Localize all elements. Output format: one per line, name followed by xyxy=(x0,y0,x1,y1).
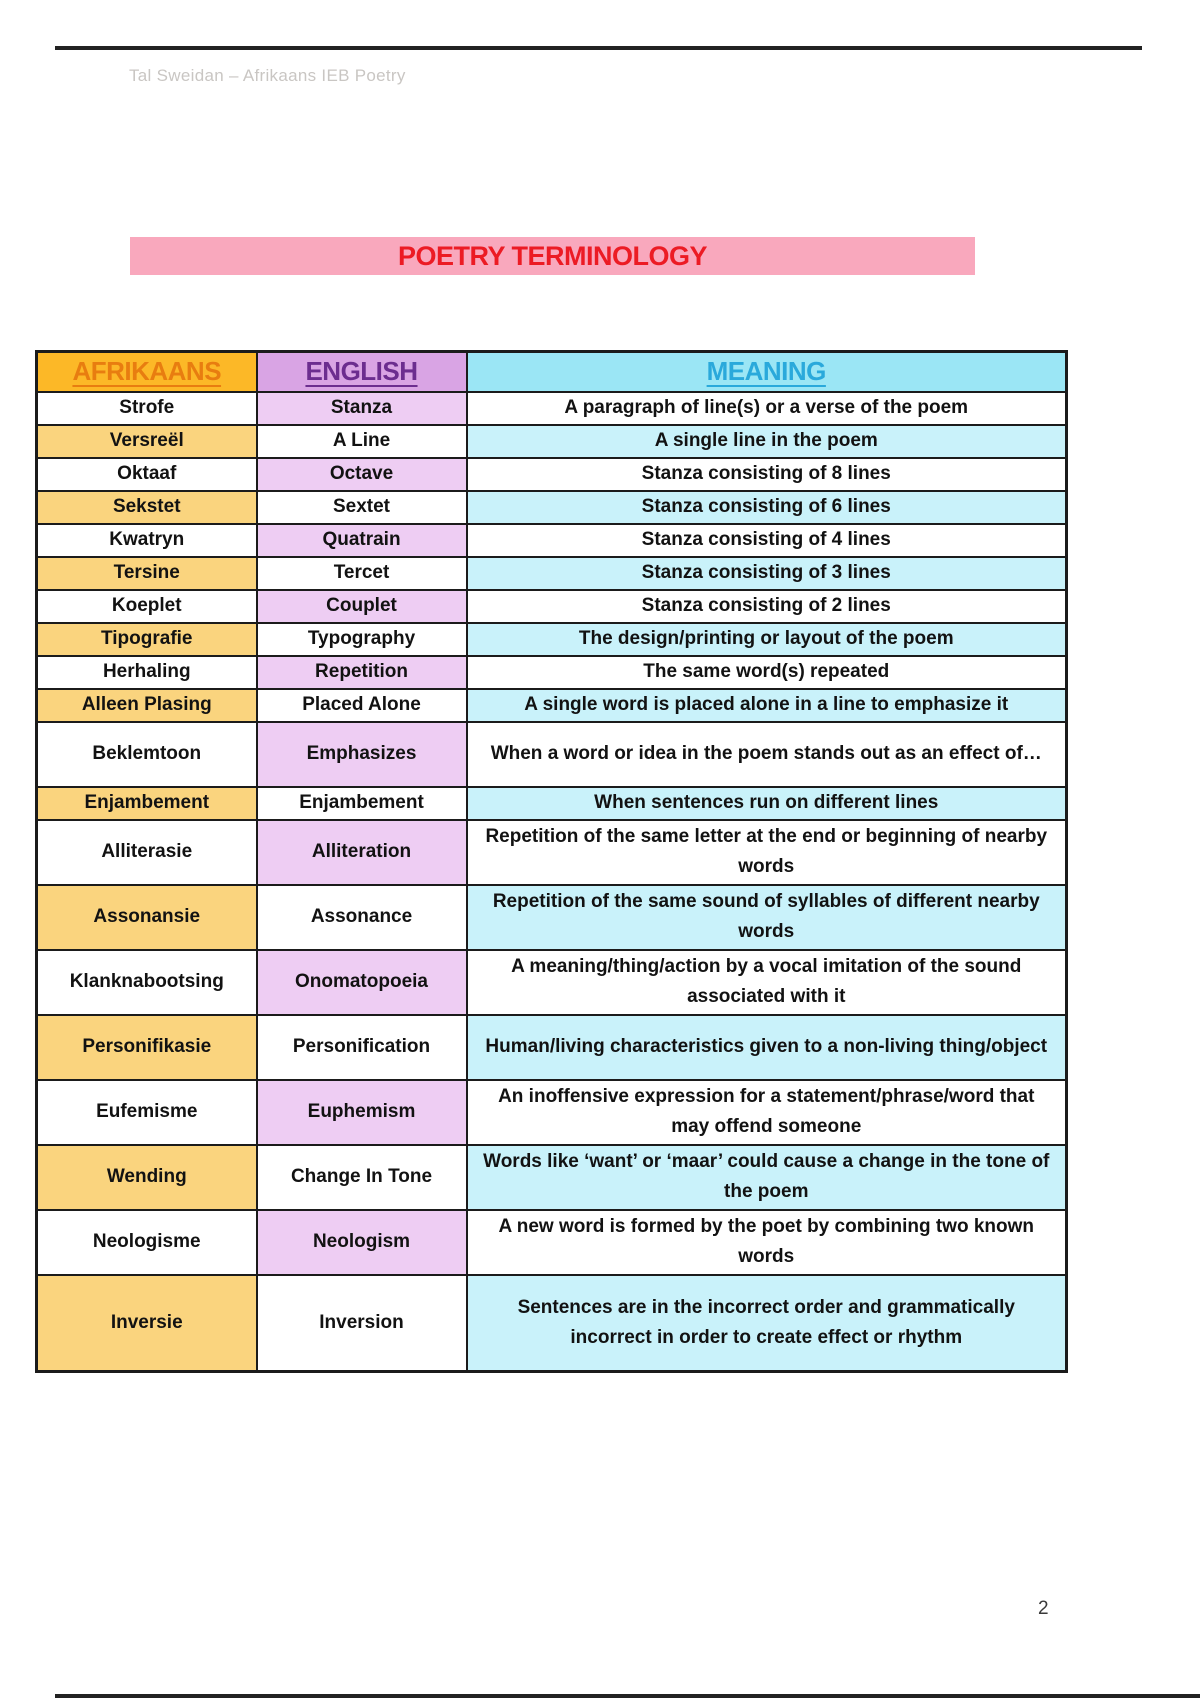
cell-afrikaans: Wending xyxy=(35,1143,258,1211)
table-row: Tipografie Typography The design/printing … xyxy=(35,621,1068,657)
cell-afrikaans: Tipografie xyxy=(35,621,258,657)
page-title: POETRY TERMINOLOGY xyxy=(397,240,708,271)
cell-afrikaans: Klanknabootsing xyxy=(35,948,258,1016)
table-row: Beklemtoon Emphasizes When a word or idea … xyxy=(35,720,1068,788)
cell-english: Placed Alone xyxy=(255,687,468,723)
top-rule xyxy=(55,46,1142,50)
cell-meaning: Stanza consisting of 4 lines xyxy=(465,522,1068,558)
cell-afrikaans: Personifikasie xyxy=(35,1013,258,1081)
cell-english: Inversion xyxy=(255,1273,468,1373)
cell-afrikaans: Koeplet xyxy=(35,588,258,624)
cell-meaning: Repetition of the same letter at the end… xyxy=(465,818,1068,886)
cell-english: Quatrain xyxy=(255,522,468,558)
cell-english: Alliteration xyxy=(255,818,468,886)
table-row: Eufemisme Euphemism An inoffensive express… xyxy=(35,1078,1068,1146)
cell-english: Assonance xyxy=(255,883,468,951)
table-body: Strofe Stanza A paragraph of line(s) or a … xyxy=(35,390,1068,1373)
cell-english: Enjambement xyxy=(255,785,468,821)
table-row: Versreël A Line A single line in the poem xyxy=(35,423,1068,459)
header-row: AFRIKAANS ENGLISH MEANING xyxy=(35,350,1068,393)
cell-afrikaans: Beklemtoon xyxy=(35,720,258,788)
terminology-table: AFRIKAANS ENGLISH MEANING Strofe Stanza A … xyxy=(35,350,1068,1373)
cell-english: Tercet xyxy=(255,555,468,591)
cell-meaning: When sentences run on different lines xyxy=(465,785,1068,821)
header-note: Tal Sweidan – Afrikaans IEB Poetry xyxy=(129,66,406,85)
column-header-afrikaans-label: AFRIKAANS xyxy=(72,356,222,387)
cell-meaning: A new word is formed by the poet by comb… xyxy=(465,1208,1068,1276)
cell-meaning: Stanza consisting of 6 lines xyxy=(465,489,1068,525)
cell-english: Sextet xyxy=(255,489,468,525)
cell-afrikaans: Sekstet xyxy=(35,489,258,525)
page-number: 2 xyxy=(1038,1598,1049,1619)
table-row: Herhaling Repetition The same word(s) repe… xyxy=(35,654,1068,690)
cell-afrikaans: Kwatryn xyxy=(35,522,258,558)
column-header-english-label: ENGLISH xyxy=(305,356,418,387)
table-row: Assonansie Assonance Repetition of the sam… xyxy=(35,883,1068,951)
column-header-english: ENGLISH xyxy=(255,350,468,393)
cell-afrikaans: Eufemisme xyxy=(35,1078,258,1146)
cell-meaning: A single word is placed alone in a line … xyxy=(465,687,1068,723)
table-row: Neologisme Neologism A new word is formed … xyxy=(35,1208,1068,1276)
table-row: Strofe Stanza A paragraph of line(s) or a … xyxy=(35,390,1068,426)
cell-english: Personification xyxy=(255,1013,468,1081)
cell-afrikaans: Assonansie xyxy=(35,883,258,951)
cell-meaning: Stanza consisting of 8 lines xyxy=(465,456,1068,492)
cell-afrikaans: Inversie xyxy=(35,1273,258,1373)
cell-afrikaans: Neologisme xyxy=(35,1208,258,1276)
cell-meaning: An inoffensive expression for a statemen… xyxy=(465,1078,1068,1146)
table-row: Inversie Inversion Sentences are in the in… xyxy=(35,1273,1068,1373)
cell-meaning: Stanza consisting of 2 lines xyxy=(465,588,1068,624)
cell-meaning: A single line in the poem xyxy=(465,423,1068,459)
column-header-afrikaans: AFRIKAANS xyxy=(35,350,258,393)
cell-afrikaans: Herhaling xyxy=(35,654,258,690)
cell-english: Onomatopoeia xyxy=(255,948,468,1016)
cell-afrikaans: Oktaaf xyxy=(35,456,258,492)
cell-afrikaans: Alleen Plasing xyxy=(35,687,258,723)
cell-english: Couplet xyxy=(255,588,468,624)
cell-meaning: Words like ‘want’ or ‘maar’ could cause … xyxy=(465,1143,1068,1211)
table-row: Enjambement Enjambement When sentences run… xyxy=(35,785,1068,821)
table-row: Alleen Plasing Placed Alone A single word … xyxy=(35,687,1068,723)
cell-meaning: Stanza consisting of 3 lines xyxy=(465,555,1068,591)
column-header-meaning: MEANING xyxy=(465,350,1068,393)
cell-english: Stanza xyxy=(255,390,468,426)
cell-afrikaans: Tersine xyxy=(35,555,258,591)
cell-english: Neologism xyxy=(255,1208,468,1276)
cell-meaning: Repetition of the same sound of syllable… xyxy=(465,883,1068,951)
cell-meaning: A meaning/thing/action by a vocal imitat… xyxy=(465,948,1068,1016)
cell-meaning: Sentences are in the incorrect order and… xyxy=(465,1273,1068,1373)
cell-meaning: Human/living characteristics given to a … xyxy=(465,1013,1068,1081)
table-header: AFRIKAANS ENGLISH MEANING xyxy=(35,350,1068,393)
cell-english: A Line xyxy=(255,423,468,459)
cell-english: Change In Tone xyxy=(255,1143,468,1211)
table-row: Oktaaf Octave Stanza consisting of 8 lines xyxy=(35,456,1068,492)
cell-afrikaans: Strofe xyxy=(35,390,258,426)
cell-english: Emphasizes xyxy=(255,720,468,788)
cell-english: Octave xyxy=(255,456,468,492)
cell-english: Euphemism xyxy=(255,1078,468,1146)
table-row: Kwatryn Quatrain Stanza consisting of 4 li… xyxy=(35,522,1068,558)
title-banner: POETRY TERMINOLOGY xyxy=(130,237,975,275)
column-header-meaning-label: MEANING xyxy=(706,356,827,387)
cell-afrikaans: Alliterasie xyxy=(35,818,258,886)
cell-meaning: When a word or idea in the poem stands o… xyxy=(465,720,1068,788)
cell-english: Typography xyxy=(255,621,468,657)
table-row: Alliterasie Alliteration Repetition of the… xyxy=(35,818,1068,886)
table-row: Personifikasie Personification Human/livin… xyxy=(35,1013,1068,1081)
cell-meaning: The design/printing or layout of the poe… xyxy=(465,621,1068,657)
cell-english: Repetition xyxy=(255,654,468,690)
cell-meaning: The same word(s) repeated xyxy=(465,654,1068,690)
table-row: Tersine Tercet Stanza consisting of 3 line… xyxy=(35,555,1068,591)
table-row: Sekstet Sextet Stanza consisting of 6 line… xyxy=(35,489,1068,525)
table-row: Koeplet Couplet Stanza consisting of 2 lin… xyxy=(35,588,1068,624)
table-row: Klanknabootsing Onomatopoeia A meaning/thi… xyxy=(35,948,1068,1016)
cell-afrikaans: Versreël xyxy=(35,423,258,459)
cell-afrikaans: Enjambement xyxy=(35,785,258,821)
cell-meaning: A paragraph of line(s) or a verse of the… xyxy=(465,390,1068,426)
table-row: Wending Change In Tone Words like ‘want’ o… xyxy=(35,1143,1068,1211)
bottom-rule xyxy=(55,1694,1200,1698)
